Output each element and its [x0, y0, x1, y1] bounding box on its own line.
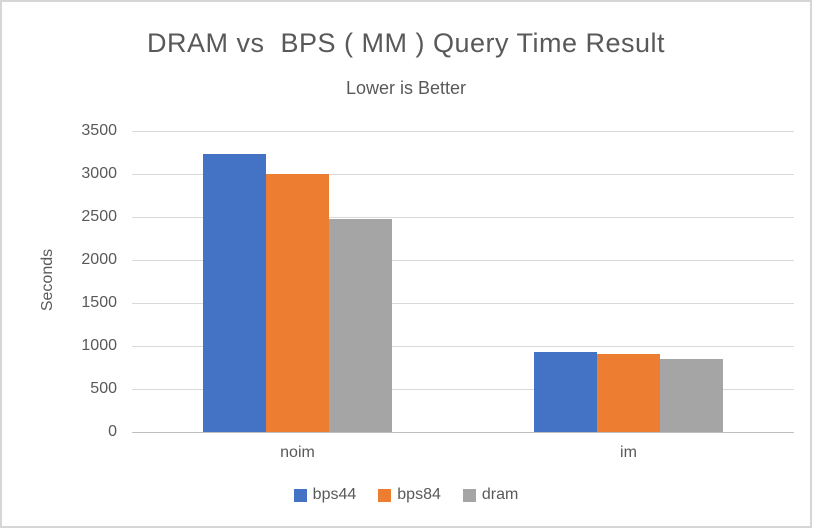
y-tick-label-1000: 1000 — [81, 337, 117, 354]
x-axis-label-im: im — [620, 444, 637, 461]
gridline-3000 — [132, 174, 794, 175]
legend-marker-dram — [462, 488, 476, 502]
bar-bps44-im — [534, 352, 597, 432]
bar-group-im — [463, 131, 794, 432]
chart-title: DRAM vs BPS ( MM ) Query Time Result — [146, 28, 666, 58]
bar-bps84-noim — [266, 174, 329, 432]
x-axis-labels: noim im — [132, 444, 794, 462]
legend-label-bps84: bps84 — [397, 486, 441, 503]
y-tick-label-2500: 2500 — [81, 208, 117, 225]
plot-area — [132, 131, 794, 433]
gridline-1500 — [132, 303, 794, 304]
y-tick-label-500: 500 — [90, 380, 117, 397]
y-tick-label-1500: 1500 — [81, 294, 117, 311]
legend-label-bps44: bps44 — [312, 486, 357, 503]
bar-dram-noim — [329, 218, 392, 432]
bars-layer — [132, 131, 794, 432]
legend-item-bps84: bps84 — [378, 486, 441, 504]
legend-item-dram: dram — [462, 486, 519, 504]
chart-subtitle: Lower is Better — [345, 78, 467, 98]
bar-group-noim — [132, 131, 463, 432]
y-tick-label-2000: 2000 — [81, 251, 117, 268]
legend-label-dram: dram — [481, 486, 519, 503]
gridline-2500 — [132, 217, 794, 218]
gridline-1000 — [132, 346, 794, 347]
bar-bps44-noim — [203, 154, 266, 432]
y-tick-label-3000: 3000 — [81, 165, 117, 182]
x-axis-label-noim: noim — [280, 444, 315, 461]
y-tick-label-0: 0 — [108, 423, 117, 440]
legend-item-bps44: bps44 — [293, 486, 357, 504]
gridline-3500 — [132, 131, 794, 132]
bar-dram-im — [660, 358, 723, 432]
legend-marker-bps84 — [378, 488, 392, 502]
legend: bps44 bps84 dram — [2, 486, 810, 504]
legend-marker-bps44 — [293, 488, 307, 502]
gridline-500 — [132, 389, 794, 390]
bar-bps84-im — [597, 353, 660, 432]
gridline-2000 — [132, 260, 794, 261]
y-tick-label-3500: 3500 — [81, 122, 117, 139]
x-axis-line — [132, 432, 794, 433]
